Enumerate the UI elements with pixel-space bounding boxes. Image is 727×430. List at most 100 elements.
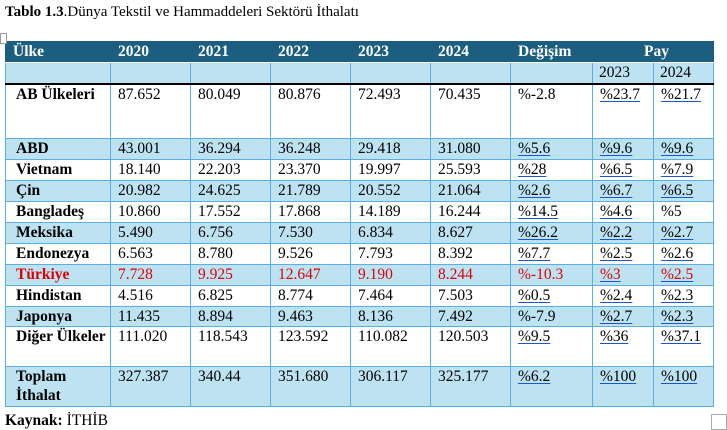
share-2023-cell: %4.6	[592, 201, 654, 223]
value-cell: 6.756	[190, 222, 271, 244]
value-cell: 7.492	[430, 306, 511, 327]
value-cell: 306.117	[350, 366, 431, 407]
value-cell: 120.503	[430, 326, 511, 367]
link-text[interactable]: %23.7	[600, 86, 641, 103]
link-text[interactable]: %7.7	[518, 245, 551, 262]
header-year: 2024	[430, 41, 511, 63]
change-cell: %7.7	[510, 243, 593, 265]
value-cell: 9.190	[350, 264, 431, 286]
link-text[interactable]: %26.2	[518, 224, 559, 241]
value-cell: 31.080	[430, 138, 511, 160]
header-change: Değişim	[510, 41, 593, 63]
country-cell: ABD	[5, 138, 111, 160]
value-cell: 20.982	[110, 180, 191, 202]
link-text[interactable]: %2.3	[661, 308, 694, 325]
link-text[interactable]: %100	[661, 368, 698, 385]
link-text[interactable]: %6.5	[661, 182, 694, 199]
link-text[interactable]: %100	[600, 368, 637, 385]
source-label: Kaynak:	[5, 412, 63, 429]
link-text[interactable]: %6.7	[600, 182, 633, 199]
link-text[interactable]: %9.5	[518, 328, 551, 345]
value-cell: 7.530	[270, 222, 351, 244]
value-cell: 5.490	[110, 222, 191, 244]
value-cell: 8.780	[190, 243, 271, 265]
table-row: Vietnam 18.140 22.203 23.370 19.997 25.593 %28…	[5, 159, 714, 181]
header-year: 2023	[350, 41, 431, 63]
import-table: Ülke 2020 2021 2022 2023 2024 Değişim Pa…	[5, 41, 714, 407]
change-cell: %28	[510, 159, 593, 181]
table-row: Hindistan 4.516 6.825 8.774 7.464 7.503 %0.5 %2…	[5, 285, 714, 307]
table-row: Meksika 5.490 6.756 7.530 6.834 8.627 %26.2 %2.…	[5, 222, 714, 244]
value-cell: 8.774	[270, 285, 351, 307]
link-text[interactable]: %2.7	[661, 224, 694, 241]
value-cell: 351.680	[270, 366, 351, 407]
value-cell: 7.503	[430, 285, 511, 307]
share-2024-cell: %21.7	[653, 83, 714, 139]
link-text[interactable]: %2.6	[661, 245, 694, 262]
value-cell: 111.020	[110, 326, 191, 367]
link-text[interactable]: %2.5	[661, 266, 694, 283]
link-text[interactable]: %36	[600, 328, 629, 345]
link-text[interactable]: %2.3	[661, 287, 694, 304]
value-cell: 7.793	[350, 243, 431, 265]
value-cell: 4.516	[110, 285, 191, 307]
value-cell: 8.136	[350, 306, 431, 327]
link-text[interactable]: %2.5	[600, 245, 633, 262]
link-text[interactable]: %7.9	[661, 161, 694, 178]
link-text[interactable]: %3	[600, 266, 621, 283]
link-text[interactable]: %9.6	[661, 140, 694, 157]
link-text[interactable]: %9.6	[600, 140, 633, 157]
share-2024-cell: %2.3	[653, 306, 714, 327]
link-text[interactable]: %2.7	[600, 308, 633, 325]
share-2024-cell: %2.3	[653, 285, 714, 307]
table-row: Türkiye 7.728 9.925 12.647 9.190 8.244 %-10.3%…	[5, 264, 714, 286]
source-note: Kaynak: İTHİB	[5, 411, 727, 430]
caption-title: .Dünya Tekstil ve Hammaddeleri Sektörü İ…	[63, 4, 359, 20]
link-text[interactable]: %2.6	[518, 182, 551, 199]
value-cell: 21.789	[270, 180, 351, 202]
value-cell: 24.625	[190, 180, 271, 202]
value-cell: 17.552	[190, 201, 271, 223]
table-row: ABD 43.001 36.294 36.248 29.418 31.080 %5.6 %9.…	[5, 138, 714, 160]
link-text[interactable]: %6.5	[600, 161, 633, 178]
share-2023-cell: %2.5	[592, 243, 654, 265]
resize-handle-icon[interactable]	[711, 414, 727, 430]
value-cell: 7.728	[110, 264, 191, 286]
value-cell: 16.244	[430, 201, 511, 223]
value-cell: 8.894	[190, 306, 271, 327]
change-cell: %-2.8	[510, 83, 593, 139]
value-cell: 70.435	[430, 83, 511, 139]
link-text[interactable]: %2.2	[600, 224, 633, 241]
header-share: Pay	[592, 41, 714, 63]
value-cell: 9.463	[270, 306, 351, 327]
link-text[interactable]: %37.1	[661, 328, 702, 345]
subheader-row: 2023 2024	[5, 62, 714, 85]
country-cell: Hindistan	[5, 285, 111, 307]
value-cell: 10.860	[110, 201, 191, 223]
value-cell: 8.627	[430, 222, 511, 244]
value-cell: 8.392	[430, 243, 511, 265]
share-2024-cell: %2.5	[653, 264, 714, 286]
link-text[interactable]: %6.2	[518, 368, 551, 385]
change-cell: %-7.9	[510, 306, 593, 327]
value-cell: 22.203	[190, 159, 271, 181]
country-cell: Diğer Ülkeler	[5, 326, 111, 367]
change-cell: %5.6	[510, 138, 593, 160]
link-text[interactable]: %2.4	[600, 287, 633, 304]
link-text[interactable]: %0.5	[518, 287, 551, 304]
country-cell: Meksika	[5, 222, 111, 244]
table-row: Bangladeş 10.860 17.552 17.868 14.189 16.244%…	[5, 201, 714, 223]
value-cell: 118.543	[190, 326, 271, 367]
link-text[interactable]: %21.7	[661, 86, 702, 103]
link-text[interactable]: %28	[518, 161, 547, 178]
table-row: Toplam İthalat 327.387 340.44 351.680 306.11…	[5, 366, 714, 407]
share-2024-cell: %37.1	[653, 326, 714, 367]
link-text[interactable]: %14.5	[518, 203, 559, 220]
table-move-handle-icon[interactable]	[0, 33, 7, 44]
link-text[interactable]: %5.6	[518, 140, 551, 157]
change-cell: %-10.3	[510, 264, 593, 286]
value-cell: 123.592	[270, 326, 351, 367]
link-text[interactable]: %4.6	[600, 203, 633, 220]
share-year-2023: 2023	[592, 62, 654, 85]
